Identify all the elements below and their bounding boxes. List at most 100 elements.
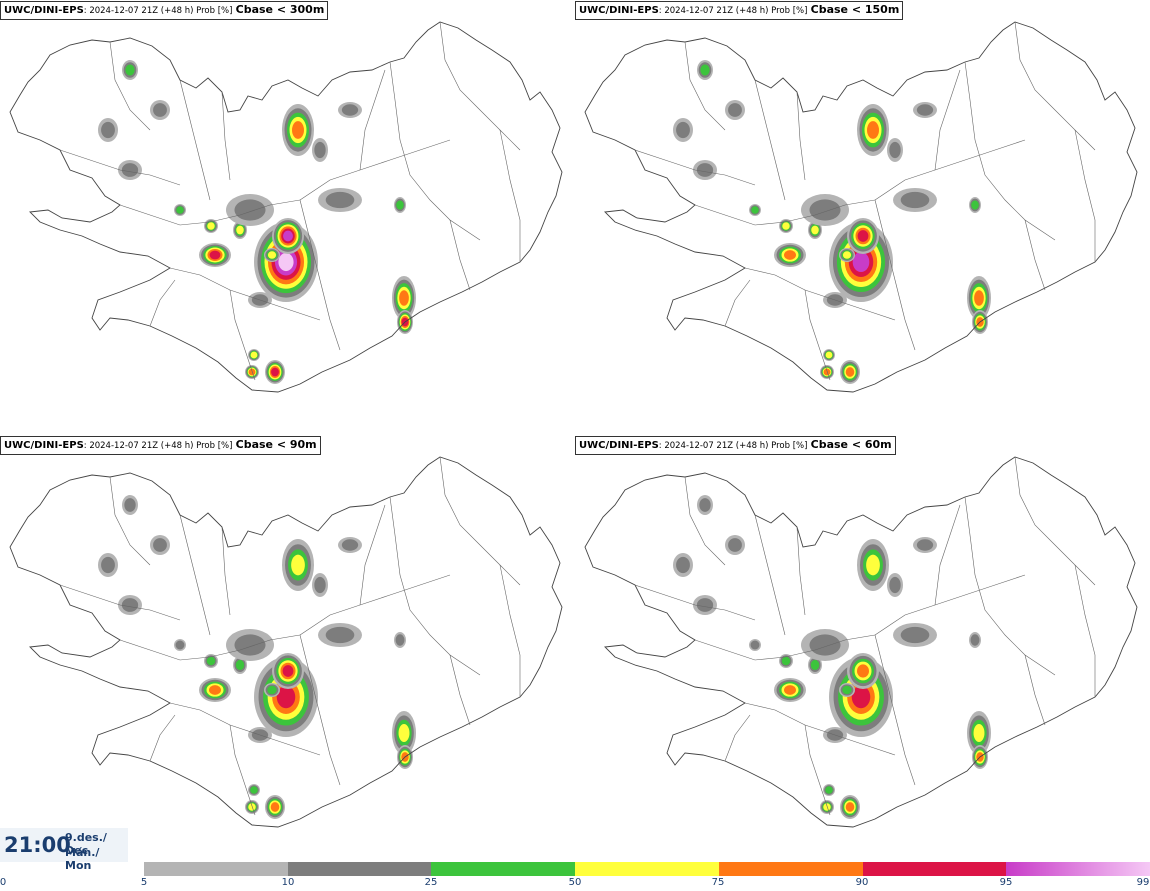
region-border (1024, 219, 1046, 291)
probability-area (845, 802, 855, 812)
colorbar-segment (431, 862, 576, 876)
probability-area (867, 121, 879, 139)
region-border (724, 714, 751, 762)
probability-area (267, 685, 277, 695)
region-border (359, 69, 386, 171)
region-border (169, 702, 321, 756)
probability-area (395, 634, 405, 646)
probability-area (970, 634, 980, 646)
colorbar-tick-label: 0 (0, 877, 7, 888)
valid-time-box: 21:00 9.des./ Dec Mán./ Mon (0, 828, 128, 872)
probability-area (889, 576, 901, 594)
colorbar-segment (862, 862, 1007, 876)
probability-area (784, 685, 796, 695)
region-border (804, 724, 831, 816)
region-border (934, 69, 961, 171)
probability-area (676, 121, 690, 139)
probability-colorbar (144, 862, 1150, 876)
probability-area (121, 598, 139, 612)
probability-area (900, 626, 930, 644)
probability-area (974, 290, 984, 306)
colorbar-tick-label: 75 (711, 877, 725, 888)
probability-area (696, 163, 714, 177)
region-border (229, 289, 256, 381)
probability-area (314, 576, 326, 594)
region-border (179, 514, 211, 636)
probability-area (282, 665, 294, 677)
region-border (499, 564, 521, 697)
probability-area (900, 191, 930, 209)
probability-area (234, 199, 266, 221)
probability-area (121, 163, 139, 177)
probability-area (398, 724, 410, 742)
probability-area (396, 200, 404, 210)
region-border (874, 199, 916, 351)
probability-area (250, 786, 258, 794)
region-border (119, 199, 301, 226)
region-border (439, 456, 521, 586)
probability-area (842, 251, 852, 259)
region-border (1014, 21, 1096, 151)
probability-area (700, 64, 710, 76)
probability-area (101, 121, 115, 139)
probability-area (209, 250, 221, 260)
probability-area (278, 252, 294, 272)
region-border (684, 476, 726, 566)
panel-title: UWC/DINI-EPS: 2024-12-07 21Z (+48 h) Pro… (0, 1, 329, 20)
probability-area (271, 367, 279, 377)
probability-area (209, 685, 221, 695)
probability-area (857, 664, 869, 678)
region-border (804, 289, 831, 381)
panel-title: UWC/DINI-EPS: 2024-12-07 21Z (+48 h) Pro… (0, 436, 321, 455)
probability-area (341, 539, 359, 551)
probability-area (823, 803, 831, 811)
coastline (9, 456, 563, 828)
region-border (796, 91, 806, 181)
probability-area (916, 539, 934, 551)
region-border (754, 79, 786, 201)
colorbar-tick-label: 5 (140, 877, 148, 888)
region-border (119, 634, 301, 661)
probability-area (842, 685, 852, 695)
map-panel-300m: UWC/DINI-EPS: 2024-12-07 21Z (+48 h) Pro… (0, 0, 575, 435)
valid-weekday: Mán./ Mon (65, 846, 100, 872)
probability-area (825, 786, 833, 794)
probability-area (866, 554, 880, 576)
probability-area (728, 103, 742, 117)
map-panel-60m: UWC/DINI-EPS: 2024-12-07 21Z (+48 h) Pro… (575, 435, 1150, 870)
probability-area (250, 351, 258, 359)
probability-area (781, 656, 791, 666)
colorbar-tick-label: 95 (999, 877, 1013, 888)
region-border (754, 514, 786, 636)
coastline (584, 21, 1138, 393)
probability-area (851, 685, 871, 709)
probability-area (728, 538, 742, 552)
region-border (389, 496, 481, 676)
probability-area (325, 626, 355, 644)
probability-area (234, 634, 266, 656)
region-border (964, 496, 1056, 676)
colorbar-segment (1006, 862, 1150, 876)
probability-area (283, 230, 293, 242)
probability-area (291, 554, 305, 576)
region-border (796, 526, 806, 616)
colorbar-tick-label: 99 (1136, 877, 1150, 888)
region-border (221, 91, 231, 181)
region-border (744, 702, 896, 756)
probability-area (125, 64, 135, 76)
probability-area (750, 640, 760, 650)
region-border (1074, 564, 1096, 697)
probability-area (810, 659, 820, 671)
valid-date: 9.des./ Dec (65, 831, 107, 857)
region-border (634, 149, 756, 186)
probability-area (176, 206, 184, 214)
probability-area (857, 230, 869, 242)
region-border (221, 526, 231, 616)
region-border (964, 61, 1056, 241)
probability-area (175, 640, 185, 650)
probability-area (236, 225, 244, 235)
region-border (449, 219, 471, 291)
probability-area (153, 538, 167, 552)
probability-area (784, 250, 796, 260)
colorbar-segment (575, 862, 719, 876)
